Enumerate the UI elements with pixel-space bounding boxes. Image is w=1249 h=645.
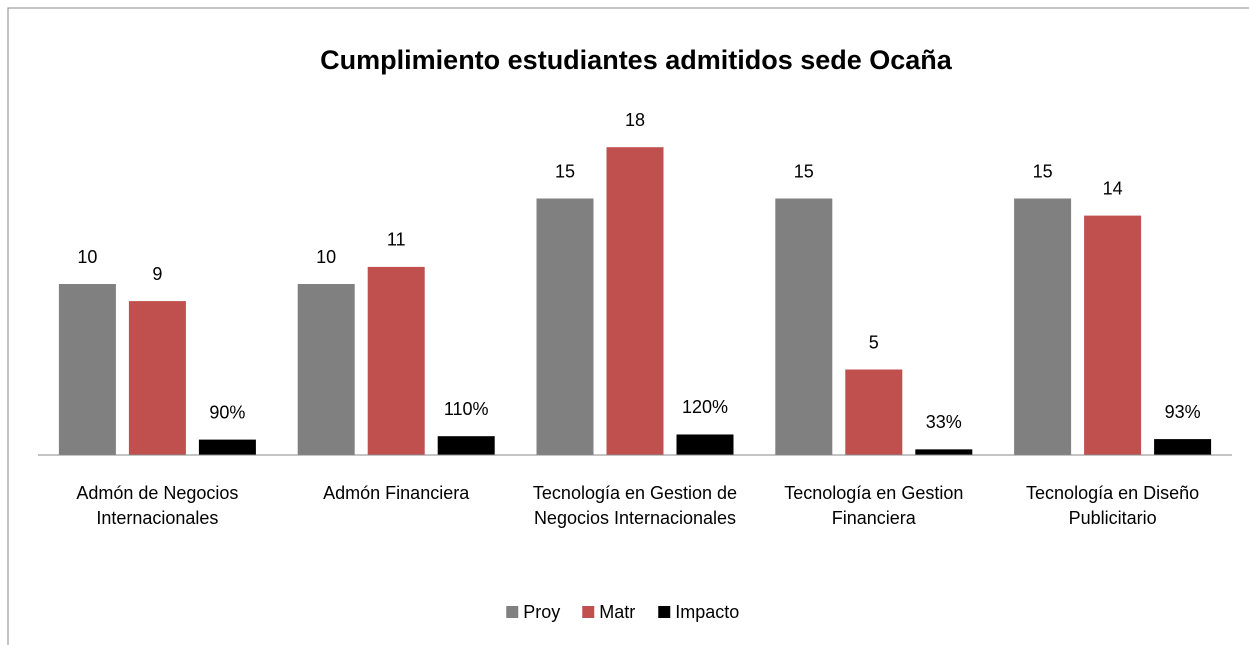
legend-swatch	[582, 606, 595, 618]
bar	[1084, 215, 1142, 455]
bar	[367, 266, 425, 455]
data-label: 90%	[209, 402, 245, 422]
legend-label: Proy	[523, 602, 560, 622]
data-label: 93%	[1165, 402, 1201, 422]
data-label: 15	[1033, 161, 1053, 181]
bar	[775, 198, 833, 455]
x-tick-label: Tecnología en Gestion de Negocios Intern…	[532, 483, 738, 528]
bar	[845, 369, 903, 455]
legend-label: Impacto	[675, 602, 739, 622]
bar	[606, 147, 664, 455]
legend-swatch	[506, 606, 519, 618]
data-label: 15	[555, 161, 575, 181]
data-label: 14	[1103, 178, 1123, 198]
bar	[1154, 439, 1212, 455]
data-label: 110%	[444, 399, 489, 419]
data-label: 10	[77, 247, 97, 267]
data-label: 18	[625, 110, 645, 130]
data-label: 9	[152, 264, 162, 284]
legend-label: Matr	[599, 602, 635, 622]
bar	[128, 301, 186, 455]
x-tick-label: Admón de Negocios Internacionales	[76, 483, 239, 528]
data-label: 5	[869, 332, 879, 352]
bar	[1014, 198, 1072, 455]
bar	[58, 284, 116, 455]
data-label: 120%	[682, 397, 728, 417]
bar	[676, 434, 734, 455]
x-tick-label: Tecnología en Gestion Financiera	[784, 483, 964, 528]
bar	[536, 198, 594, 455]
x-tick-label: Tecnología en Diseño Publicitario	[1026, 483, 1200, 528]
bar	[297, 284, 355, 455]
bar	[437, 436, 495, 455]
bar	[198, 439, 256, 455]
data-label: 33%	[926, 412, 962, 432]
bar	[915, 449, 973, 455]
data-label: 15	[794, 161, 814, 181]
legend-swatch	[658, 606, 671, 618]
chart-frame	[7, 7, 1249, 645]
chart-title: Cumplimiento estudiantes admitidos sede …	[320, 45, 953, 75]
data-label: 10	[316, 247, 336, 267]
data-label: 11	[387, 230, 406, 250]
x-tick-label: Admón Financiera	[323, 483, 470, 503]
